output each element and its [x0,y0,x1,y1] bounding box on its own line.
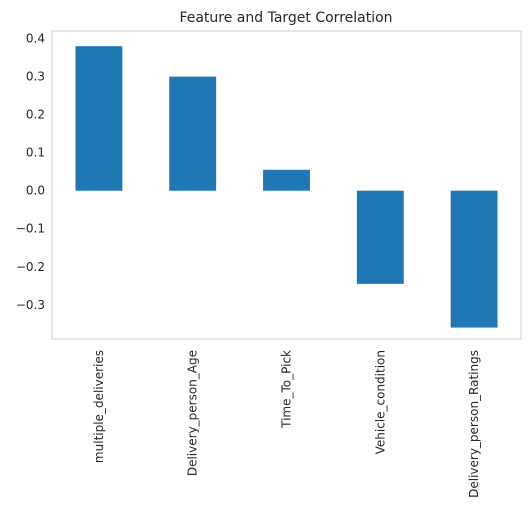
y-tick-label: 0.3 [26,70,45,84]
x-tick-label: Delivery_person_Ratings [467,350,481,498]
x-axis-ticks: multiple_deliveries Delivery_person_Age Ti… [92,350,481,498]
y-tick-label: 0.2 [26,108,45,122]
y-tick-label: −0.2 [16,260,45,274]
x-tick-label: Time_To_Pick [280,350,294,429]
bar-time-to-pick [263,169,310,191]
x-tick-label: multiple_deliveries [92,350,106,463]
x-tick-label: Delivery_person_Age [186,350,200,476]
bar-delivery-person-ratings [450,190,498,328]
bar-delivery-person-age [169,76,217,191]
chart-title: Feature and Target Correlation [179,10,392,26]
bar-multiple-deliveries [75,46,123,191]
y-tick-label: 0.0 [26,184,45,198]
y-tick-label: 0.4 [26,32,45,46]
x-tick-label: Vehicle_condition [373,350,387,454]
plot-frame [51,30,522,340]
y-axis-ticks: 0.4 0.3 0.2 0.1 0.0 −0.1 −0.2 −0.3 [16,32,45,312]
y-tick-label: 0.1 [26,146,45,160]
bars [75,46,498,328]
y-tick-label: −0.1 [16,222,45,236]
y-tick-label: −0.3 [16,298,45,312]
bar-vehicle-condition [356,190,404,284]
